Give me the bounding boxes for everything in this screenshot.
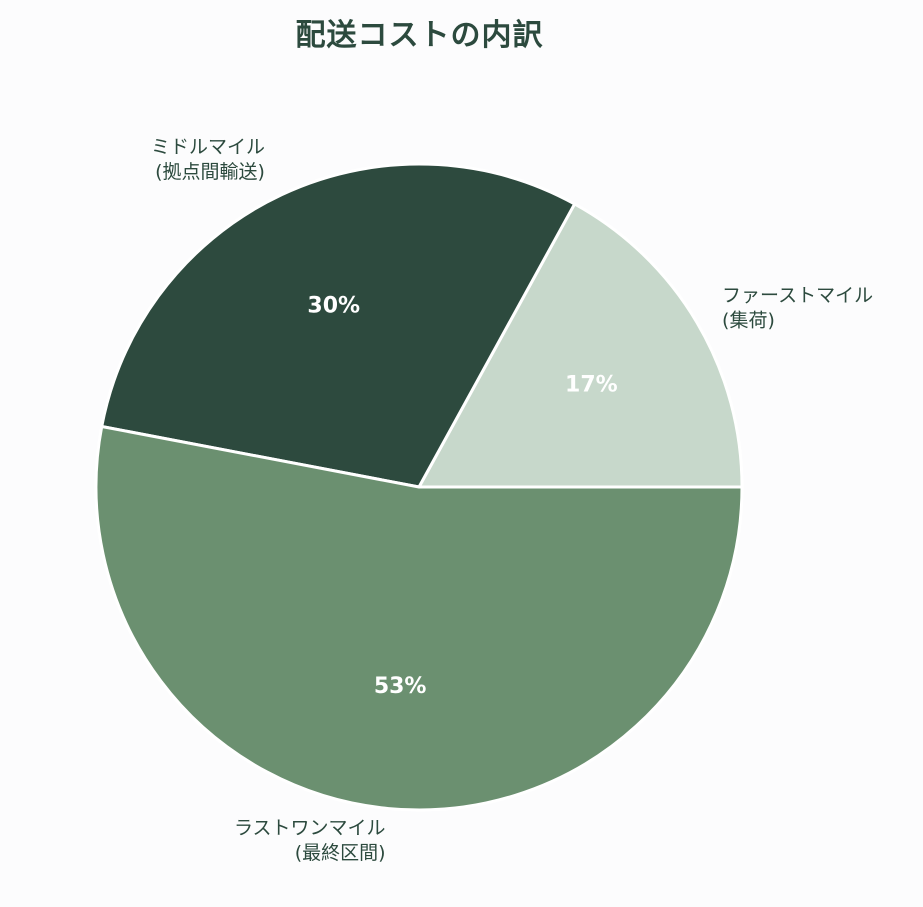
pie-slice-last-mile [94, 424, 744, 812]
pie-slice-middle-mile [100, 162, 577, 489]
pie-slices [94, 162, 744, 812]
pct-label-first-mile: 17% [565, 373, 618, 398]
pie-labels: 17% ファーストマイル(集荷) 30% ミドルマイル(拠点間輸送) 53% ラストワンマ… [151, 136, 873, 864]
category-label-last-mile: ラストワンマイル(最終区間) [234, 817, 386, 864]
pie-slice-first-mile [417, 202, 744, 489]
category-label-first-mile: ファーストマイル(集荷) [722, 284, 873, 331]
chart-title: 配送コストの内訳 [295, 18, 544, 53]
pct-label-middle-mile: 30% [307, 293, 360, 318]
category-label-middle-mile: ミドルマイル(拠点間輸送) [151, 136, 265, 183]
pct-label-last-mile: 53% [374, 674, 427, 699]
